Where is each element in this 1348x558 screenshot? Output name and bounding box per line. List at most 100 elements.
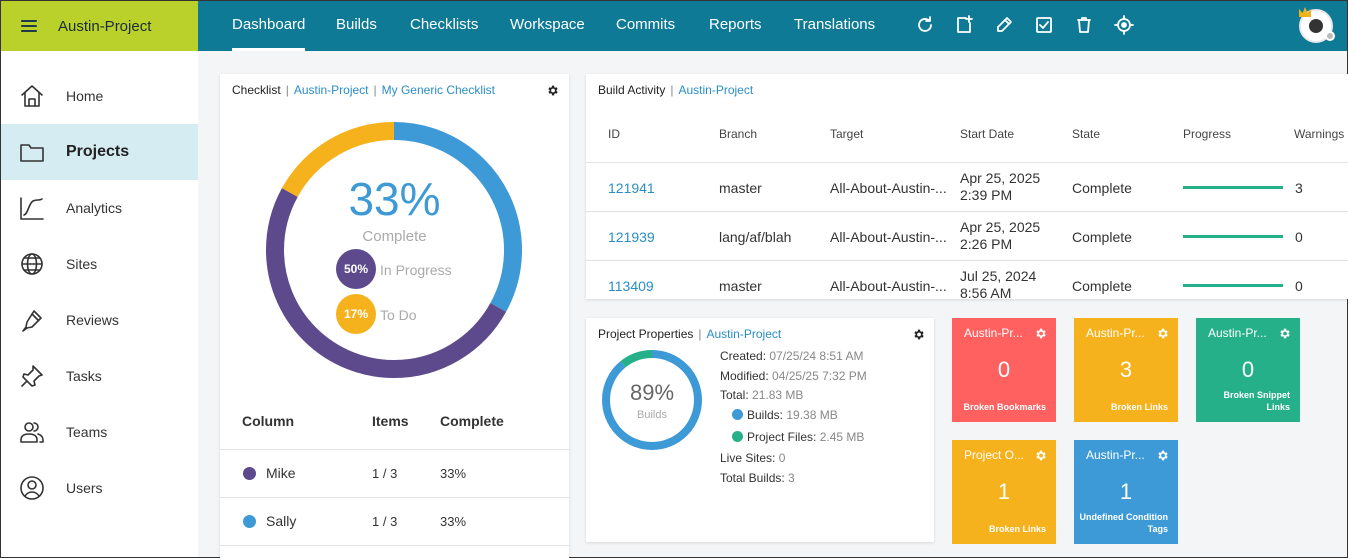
builds-donut-chart (602, 350, 702, 450)
sidebar-item-label: Tasks (66, 368, 102, 384)
nav-reports[interactable]: Reports (709, 16, 762, 33)
sidebar-item-teams[interactable]: Teams (1, 404, 198, 460)
created-label: Created: (720, 349, 767, 363)
in-progress-label: In Progress (380, 262, 452, 278)
column-header-start-date[interactable]: Start Date (960, 127, 1015, 141)
build-activity-header: Build Activity | Austin-Project (598, 83, 754, 97)
row-name: Mike (266, 465, 296, 481)
gear-icon[interactable] (912, 328, 925, 341)
sidebar-item-label: Home (66, 88, 104, 104)
new-file-icon[interactable] (954, 15, 974, 35)
sidebar-item-label: Projects (66, 143, 130, 160)
created-value: 07/25/24 8:51 AM (769, 349, 864, 363)
checklist-card: Checklist | Austin-Project | My Generic Chec… (220, 74, 569, 558)
project-name[interactable]: Austin-Project (58, 17, 152, 35)
sidebar-item-users[interactable]: Users (1, 460, 198, 516)
column-header-id[interactable]: ID (608, 127, 620, 141)
in-progress-badge: 50% (336, 249, 376, 289)
nav-workspace[interactable]: Workspace (510, 16, 585, 33)
build-progress-bar (1183, 284, 1283, 287)
table-row[interactable]: 121939 lang/af/blah All-About-Austin-...… (586, 211, 1348, 260)
folder-icon (19, 139, 45, 165)
sidebar-item-projects[interactable]: Projects (1, 124, 198, 180)
project-files-value: 2.45 MB (819, 430, 865, 444)
sidebar-item-tasks[interactable]: Tasks (1, 348, 198, 404)
to-do-badge: 17% (336, 294, 376, 334)
gear-icon[interactable] (1156, 327, 1169, 340)
target-icon[interactable] (1114, 15, 1134, 35)
gear-icon[interactable] (1034, 449, 1047, 462)
build-id-link[interactable]: 121939 (608, 229, 655, 245)
column-header-column: Column (242, 413, 295, 429)
project-broken-links-tile[interactable]: Project O... 1 Broken Links (952, 440, 1056, 544)
broken-bookmarks-tile[interactable]: Austin-Pr... 0 Broken Bookmarks (952, 318, 1056, 422)
nav-commits[interactable]: Commits (616, 16, 676, 33)
user-icon (19, 475, 45, 501)
tile-title: Project O... (964, 448, 1025, 462)
build-activity-card: Build Activity | Austin-Project ID Branch … (586, 74, 1348, 299)
sidebar: Home Projects Analytics Sites Reviews Ta… (1, 51, 198, 557)
table-row[interactable]: 121941 master All-About-Austin-... Apr 2… (586, 162, 1348, 211)
sidebar-item-analytics[interactable]: Analytics (1, 180, 198, 236)
project-properties-link[interactable]: Austin-Project (706, 327, 782, 341)
complete-label: Complete (362, 228, 427, 245)
checklist-name-link[interactable]: My Generic Checklist (381, 83, 496, 97)
sidebar-item-label: Analytics (66, 200, 123, 216)
builds-size-line: Builds: 19.38 MB (732, 408, 838, 422)
table-row[interactable]: 113409 master All-About-Austin-... Jul 2… (586, 260, 1348, 299)
build-id-link[interactable]: 113409 (608, 278, 654, 294)
nav-dashboard[interactable]: Dashboard (232, 1, 306, 51)
edit-icon[interactable] (994, 15, 1014, 35)
hamburger-menu-icon[interactable] (21, 20, 37, 32)
build-progress-bar (1183, 235, 1283, 238)
modified-line: Modified: 04/25/25 7:32 PM (720, 369, 867, 383)
undefined-condition-tags-tile[interactable]: Austin-Pr... 1 Undefined Condition Tags (1074, 440, 1178, 544)
table-row-divider (220, 545, 569, 558)
avatar-face (1309, 19, 1323, 33)
build-warnings: 3 (1295, 180, 1303, 196)
row-items: 1 / 3 (372, 466, 398, 481)
sidebar-item-home[interactable]: Home (1, 68, 198, 124)
live-sites-line: Live Sites: 0 (720, 451, 785, 465)
refresh-icon[interactable] (915, 15, 935, 35)
checklist-project-link[interactable]: Austin-Project (293, 83, 369, 97)
gear-icon[interactable] (1034, 327, 1047, 340)
broken-snippet-links-tile[interactable]: Austin-Pr... 0 Broken Snippet Links (1196, 318, 1300, 422)
build-id-link[interactable]: 121941 (608, 180, 655, 196)
column-header-complete: Complete (440, 413, 504, 429)
build-target: All-About-Austin-... (830, 278, 947, 294)
checklist-icon[interactable] (1034, 15, 1054, 35)
tile-value: 0 (1241, 357, 1255, 382)
gear-icon[interactable] (546, 84, 559, 97)
trash-icon[interactable] (1074, 15, 1094, 35)
nav-translations[interactable]: Translations (794, 16, 876, 33)
build-date: Jul 25, 2024 8:56 AM (960, 268, 1036, 299)
column-header-warnings[interactable]: Warnings (1294, 127, 1345, 141)
column-header-branch[interactable]: Branch (719, 127, 758, 141)
nav-checklists[interactable]: Checklists (410, 16, 479, 33)
column-header-progress[interactable]: Progress (1183, 127, 1232, 141)
builds-label: Builds (637, 409, 667, 421)
tile-caption: Broken Links (988, 524, 1046, 534)
table-row[interactable]: Sally 1 / 3 33% (220, 497, 569, 545)
column-header-state[interactable]: State (1072, 127, 1101, 141)
top-navigation: Dashboard Builds Checklists Workspace Co… (198, 1, 1347, 51)
modified-label: Modified: (720, 369, 769, 383)
color-dot (243, 467, 256, 480)
project-files-swatch (732, 431, 743, 442)
build-date-day: Jul 25, 2024 (960, 268, 1037, 284)
table-row[interactable]: Mike 1 / 3 33% (220, 449, 569, 497)
gear-icon[interactable] (1156, 449, 1169, 462)
sidebar-item-sites[interactable]: Sites (1, 236, 198, 292)
broken-links-tile[interactable]: Austin-Pr... 3 Broken Links (1074, 318, 1178, 422)
gear-icon[interactable] (1278, 327, 1291, 340)
column-header-target[interactable]: Target (830, 127, 864, 141)
user-avatar[interactable] (1299, 7, 1335, 43)
build-state: Complete (1072, 278, 1132, 294)
donut-segment-to-do (266, 122, 522, 378)
sidebar-item-reviews[interactable]: Reviews (1, 292, 198, 348)
nav-builds[interactable]: Builds (336, 16, 377, 33)
home-icon (19, 83, 45, 109)
build-activity-project-link[interactable]: Austin-Project (678, 83, 754, 97)
tile-caption: Undefined Condition Tags (1079, 512, 1168, 534)
